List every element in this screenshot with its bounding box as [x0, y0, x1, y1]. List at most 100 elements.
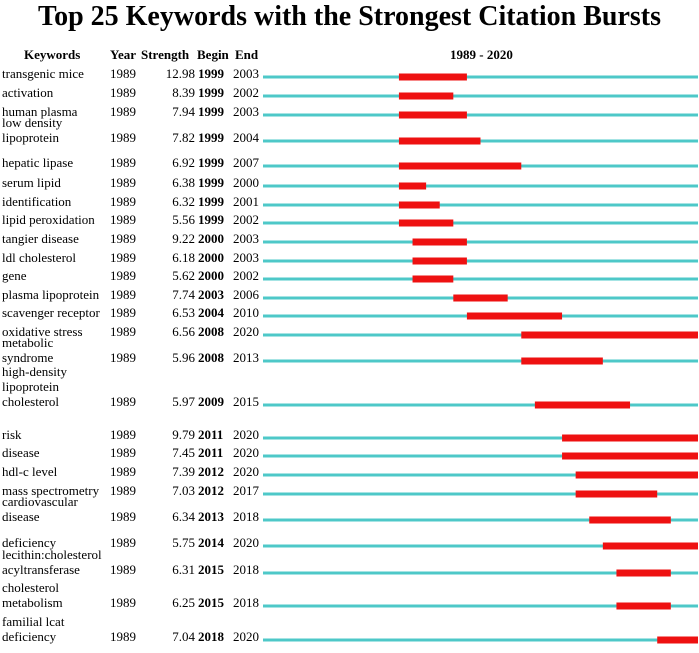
end-label: 2018 — [233, 509, 259, 524]
burst-bar — [398, 162, 522, 170]
begin-label: 2008 — [198, 324, 224, 339]
begin-label: 2012 — [198, 464, 224, 479]
burst-bar — [575, 490, 658, 498]
end-label: 2020 — [233, 464, 259, 479]
year-label: 1989 — [110, 629, 136, 644]
begin-label: 2009 — [198, 394, 224, 409]
begin-label: 2014 — [198, 535, 224, 550]
end-label: 2002 — [233, 212, 259, 227]
header-range: 1989 - 2020 — [450, 47, 513, 62]
keyword-label: familial lcat deficiency — [2, 614, 65, 644]
burst-bar — [521, 357, 603, 365]
end-label: 2003 — [233, 66, 259, 81]
strength-label: 6.34 — [172, 509, 195, 524]
strength-label: 6.53 — [172, 305, 195, 320]
timeline-baseline — [263, 638, 698, 642]
keyword-label: lecithin:cholesterol acyltransferase — [2, 547, 102, 577]
keyword-label: disease — [2, 445, 40, 460]
year-label: 1989 — [110, 155, 136, 170]
year-label: 1989 — [110, 104, 136, 119]
timeline-baseline — [263, 94, 698, 98]
strength-label: 12.98 — [165, 66, 195, 81]
strength-label: 7.04 — [172, 629, 195, 644]
burst-bar — [412, 275, 454, 283]
timeline-baseline — [263, 277, 698, 281]
year-label: 1989 — [110, 268, 136, 283]
timeline-baseline — [263, 184, 698, 188]
end-label: 2018 — [233, 562, 259, 577]
timeline-baseline — [263, 544, 698, 548]
timeline-baseline — [263, 403, 698, 407]
keyword-label: serum lipid — [2, 175, 61, 190]
end-label: 2020 — [233, 535, 259, 550]
keyword-label: deficiency — [2, 535, 57, 550]
burst-bar — [534, 401, 631, 409]
begin-label: 1999 — [198, 212, 224, 227]
begin-label: 1999 — [198, 104, 224, 119]
keyword-label: metabolic syndrome — [2, 335, 54, 365]
year-label: 1989 — [110, 85, 136, 100]
year-label: 1989 — [110, 509, 136, 524]
keyword-label: activation — [2, 85, 54, 100]
year-label: 1989 — [110, 595, 136, 610]
timeline-baseline — [263, 492, 698, 496]
timeline-baseline — [263, 203, 698, 207]
burst-bar — [657, 636, 698, 644]
timeline-baseline — [263, 571, 698, 575]
keyword-label: risk — [2, 427, 22, 442]
burst-bar — [412, 257, 467, 265]
strength-label: 6.32 — [172, 194, 195, 209]
keyword-label: cholesterol metabolism — [2, 580, 63, 610]
end-label: 2001 — [233, 194, 259, 209]
burst-bar — [398, 201, 440, 209]
year-label: 1989 — [110, 483, 136, 498]
begin-label: 2013 — [198, 509, 224, 524]
strength-label: 6.92 — [172, 155, 195, 170]
end-label: 2015 — [233, 394, 259, 409]
strength-label: 5.97 — [172, 394, 195, 409]
strength-label: 6.38 — [172, 175, 195, 190]
end-label: 2004 — [233, 130, 259, 145]
timeline-baseline — [263, 604, 698, 608]
year-label: 1989 — [110, 445, 136, 460]
timeline-baseline — [263, 259, 698, 263]
year-label: 1989 — [110, 350, 136, 365]
burst-bar — [589, 516, 671, 524]
timeline-baseline — [263, 473, 698, 477]
end-label: 2003 — [233, 104, 259, 119]
year-label: 1989 — [110, 130, 136, 145]
begin-label: 2000 — [198, 268, 224, 283]
timeline-baseline — [263, 240, 698, 244]
strength-label: 5.62 — [172, 268, 195, 283]
strength-label: 6.56 — [172, 324, 195, 339]
burst-bar — [562, 452, 698, 460]
begin-label: 1999 — [198, 194, 224, 209]
end-label: 2020 — [233, 445, 259, 460]
burst-bar — [398, 137, 481, 145]
keyword-label: hepatic lipase — [2, 155, 74, 170]
timeline-baseline — [263, 75, 698, 79]
begin-label: 1999 — [198, 130, 224, 145]
keyword-label: high-density lipoprotein cholesterol — [2, 364, 67, 409]
end-label: 2020 — [233, 427, 259, 442]
strength-label: 6.25 — [172, 595, 195, 610]
strength-label: 7.45 — [172, 445, 195, 460]
begin-label: 2004 — [198, 305, 224, 320]
begin-label: 2018 — [198, 629, 224, 644]
header-end: End — [235, 47, 259, 62]
end-label: 2002 — [233, 85, 259, 100]
keyword-label: identification — [2, 194, 72, 209]
begin-label: 1999 — [198, 66, 224, 81]
timeline-baseline — [263, 333, 698, 337]
strength-label: 5.75 — [172, 535, 195, 550]
header-year: Year — [110, 47, 136, 62]
burst-bar — [398, 182, 427, 190]
begin-label: 1999 — [198, 85, 224, 100]
keyword-label: transgenic mice — [2, 66, 84, 81]
begin-label: 2011 — [198, 445, 224, 460]
burst-bar — [453, 294, 508, 302]
begin-label: 2015 — [198, 562, 224, 577]
end-label: 2010 — [233, 305, 259, 320]
burst-bar — [398, 73, 467, 81]
